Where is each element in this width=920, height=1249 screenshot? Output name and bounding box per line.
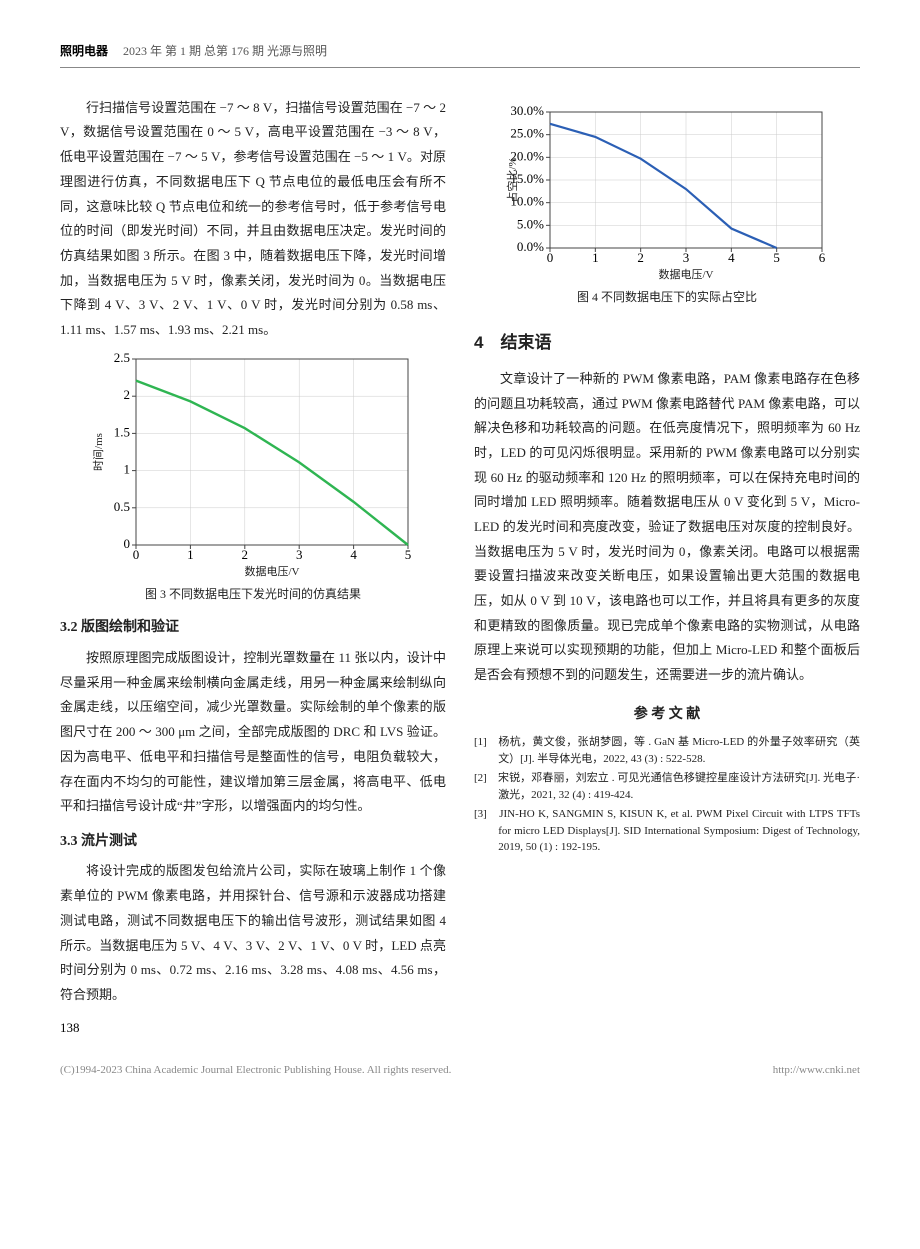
svg-text:0: 0 <box>133 547 140 562</box>
svg-text:5: 5 <box>405 547 412 562</box>
svg-text:4: 4 <box>728 250 735 265</box>
svg-text:5: 5 <box>773 250 780 265</box>
section-3-3-heading: 3.3 流片测试 <box>60 829 446 856</box>
svg-text:25.0%: 25.0% <box>510 125 544 140</box>
svg-text:时间/ms: 时间/ms <box>92 433 105 471</box>
svg-text:0: 0 <box>124 536 131 551</box>
svg-text:1: 1 <box>187 547 194 562</box>
svg-text:0.5: 0.5 <box>114 498 130 513</box>
svg-text:1: 1 <box>592 250 599 265</box>
issue-info: 2023 年 第 1 期 总第 176 期 光源与照明 <box>123 44 327 58</box>
svg-text:6: 6 <box>819 250 826 265</box>
svg-text:0.0%: 0.0% <box>517 239 544 254</box>
svg-text:数据电压/V: 数据电压/V <box>659 267 714 281</box>
svg-text:2: 2 <box>124 387 131 402</box>
svg-text:2.5: 2.5 <box>114 350 130 365</box>
page-footer: (C)1994-2023 China Academic Journal Elec… <box>60 1060 860 1081</box>
page-number: 138 <box>60 1016 860 1041</box>
journal-name: 照明电器 <box>60 44 108 58</box>
svg-text:4: 4 <box>350 547 357 562</box>
svg-text:1.5: 1.5 <box>114 424 130 439</box>
svg-text:数据电压/V: 数据电压/V <box>245 564 300 578</box>
figure-3-caption: 图 3 不同数据电压下发光时间的仿真结果 <box>60 583 446 606</box>
svg-text:2: 2 <box>242 547 249 562</box>
right-column: 0.0%5.0%10.0%15.0%20.0%25.0%30.0%0123456… <box>474 96 860 1010</box>
references-list: [1] 杨杭，黄文俊，张胡梦圆，等 . GaN 基 Micro-LED 的外量子… <box>474 734 860 856</box>
reference-item: [1] 杨杭，黄文俊，张胡梦圆，等 . GaN 基 Micro-LED 的外量子… <box>474 734 860 767</box>
svg-text:5.0%: 5.0% <box>517 216 544 231</box>
section-4-heading: 4 结束语 <box>474 327 860 359</box>
svg-text:30.0%: 30.0% <box>510 103 544 118</box>
figure-4-chart: 0.0%5.0%10.0%15.0%20.0%25.0%30.0%0123456… <box>502 102 832 282</box>
svg-text:3: 3 <box>296 547 303 562</box>
section-3-2-heading: 3.2 版图绘制和验证 <box>60 615 446 642</box>
svg-text:占空比/%: 占空比/% <box>505 157 519 202</box>
footer-url: http://www.cnki.net <box>773 1060 860 1081</box>
two-column-body: 行扫描信号设置范围在 −7 ～ 8 V，扫描信号设置范围在 −7 ～ 2 V，数… <box>60 96 860 1010</box>
figure-4-caption: 图 4 不同数据电压下的实际占空比 <box>474 286 860 309</box>
reference-item: [2] 宋锐，邓春丽，刘宏立 . 可见光通信色移键控星座设计方法研究[J]. 光… <box>474 770 860 803</box>
references-heading: 参 考 文 献 <box>474 702 860 729</box>
footer-copyright: (C)1994-2023 China Academic Journal Elec… <box>60 1060 451 1081</box>
svg-text:2: 2 <box>637 250 644 265</box>
paragraph: 按照原理图完成版图设计，控制光罩数量在 11 张以内，设计中尽量采用一种金属来绘… <box>60 646 446 819</box>
reference-item: [3] JIN-HO K, SANGMIN S, KISUN K, et al.… <box>474 806 860 856</box>
paragraph: 将设计完成的版图发包给流片公司，实际在玻璃上制作 1 个像素单位的 PWM 像素… <box>60 859 446 1007</box>
svg-text:0: 0 <box>547 250 554 265</box>
svg-text:1: 1 <box>124 461 131 476</box>
left-column: 行扫描信号设置范围在 −7 ～ 8 V，扫描信号设置范围在 −7 ～ 2 V，数… <box>60 96 446 1010</box>
running-header: 照明电器 2023 年 第 1 期 总第 176 期 光源与照明 <box>60 40 860 68</box>
svg-text:3: 3 <box>683 250 690 265</box>
paragraph: 文章设计了一种新的 PWM 像素电路，PAM 像素电路存在色移的问题且功耗较高，… <box>474 367 860 688</box>
figure-3-chart: 0 0.5 1 1.5 2 2.5 0 1 2 3 4 5 数据电压/V 时间/ms <box>88 349 418 579</box>
paragraph: 行扫描信号设置范围在 −7 ～ 8 V，扫描信号设置范围在 −7 ～ 2 V，数… <box>60 96 446 343</box>
